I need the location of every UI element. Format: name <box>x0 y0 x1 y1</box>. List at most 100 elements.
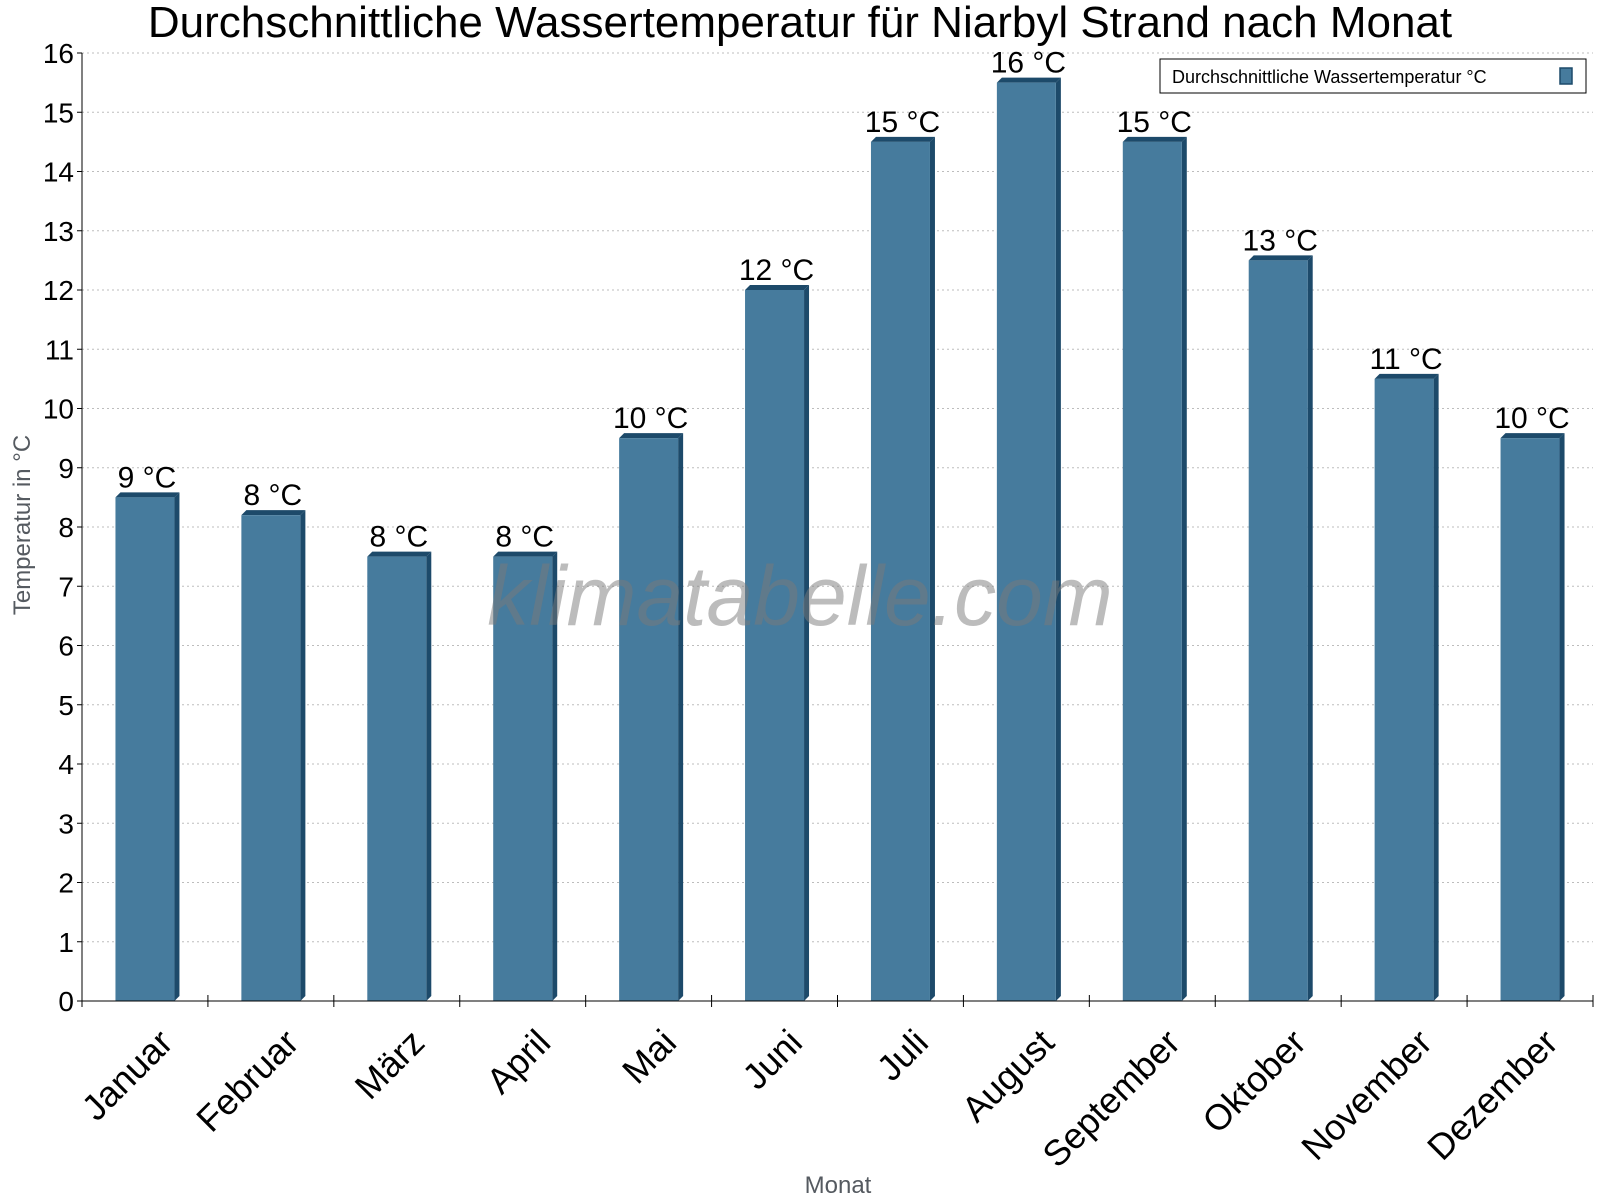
bar <box>745 285 810 1001</box>
bar <box>1374 373 1439 1001</box>
y-tick-label: 11 <box>45 334 74 365</box>
grid-lines <box>82 52 1593 943</box>
bar-top-face <box>1248 255 1313 261</box>
bar-front-face <box>1122 141 1182 1001</box>
bar <box>870 136 935 1001</box>
x-axis-title: Monat <box>805 1172 872 1199</box>
bar-front-face <box>493 556 553 1001</box>
data-label: 15 °C <box>1117 106 1192 139</box>
y-tick-label: 4 <box>58 749 74 780</box>
bar-top-face <box>1500 433 1565 439</box>
y-tick-label: 9 <box>58 453 74 484</box>
x-tick-label: November <box>1293 1021 1439 1167</box>
bar-side-face <box>678 433 684 1001</box>
y-tick-label: 5 <box>58 690 74 721</box>
bar <box>619 433 684 1001</box>
y-tick-label: 0 <box>58 986 74 1017</box>
legend-label: Durchschnittliche Wassertemperatur °C <box>1172 67 1487 87</box>
y-tick-label: 14 <box>43 157 74 188</box>
bar-front-face <box>241 515 301 1001</box>
bar-front-face <box>996 82 1056 1001</box>
x-tick-label: April <box>478 1021 558 1101</box>
bar-side-face <box>1433 373 1439 1001</box>
bars <box>115 77 1565 1001</box>
axes <box>77 52 1594 1007</box>
data-label: 8 °C <box>495 521 554 554</box>
data-label: 12 °C <box>739 254 814 287</box>
legend-swatch <box>1559 67 1573 85</box>
x-tick-labels: Januar Februar März April Mai Juni Juli AugustS… <box>74 1021 1566 1175</box>
bar-top-face <box>619 433 684 439</box>
y-tick-label: 8 <box>58 512 74 543</box>
bar-front-face <box>115 497 175 1001</box>
bar-top-face <box>1122 136 1187 142</box>
y-tick-label: 2 <box>58 868 74 899</box>
data-label: 10 °C <box>613 402 688 435</box>
bar-side-face <box>174 492 180 1001</box>
y-tick-label: 15 <box>43 97 74 128</box>
bar <box>996 77 1061 1001</box>
bar-side-face <box>804 285 810 1001</box>
bar-side-face <box>1307 255 1313 1001</box>
bar <box>115 492 180 1001</box>
y-tick-label: 7 <box>58 571 74 602</box>
y-tick-label: 10 <box>43 394 74 425</box>
data-label: 8 °C <box>244 479 303 512</box>
bar-front-face <box>1500 438 1560 1001</box>
x-tick-label: Januar <box>74 1021 181 1128</box>
bar-top-face <box>241 510 306 516</box>
legend: Durchschnittliche Wassertemperatur °C <box>1159 58 1587 94</box>
bar-side-face <box>1181 136 1187 1001</box>
bar <box>493 551 558 1001</box>
y-tick-label: 16 <box>43 38 74 69</box>
bar <box>1248 255 1313 1001</box>
data-label: 15 °C <box>865 106 940 139</box>
y-tick-label: 1 <box>58 927 74 958</box>
bar-top-face <box>367 551 432 557</box>
bar-top-face <box>745 285 810 290</box>
bar <box>241 510 306 1001</box>
x-tick-label: Dezember <box>1419 1021 1565 1167</box>
bar-side-face <box>552 551 558 1001</box>
bar <box>1500 433 1565 1001</box>
x-tick-label: Februar <box>188 1021 306 1139</box>
bar-top-face <box>493 551 558 557</box>
bar-front-face <box>745 290 805 1001</box>
y-tick-label: 3 <box>58 808 74 839</box>
bar-side-face <box>929 136 935 1001</box>
bar-front-face <box>870 141 930 1001</box>
bar-side-face <box>426 551 432 1001</box>
bar-top-face <box>996 77 1061 83</box>
bar-front-face <box>1248 260 1308 1001</box>
y-axis-title: Temperatur in °C <box>9 435 36 615</box>
watermark: klimatabelle.com <box>487 549 1113 643</box>
x-tick-label: September <box>1034 1021 1188 1175</box>
y-tick-label: 12 <box>43 275 74 306</box>
data-label: 13 °C <box>1243 224 1318 257</box>
data-label: 16 °C <box>991 47 1066 80</box>
x-tick-label: Juni <box>734 1021 810 1097</box>
x-tick-label: Mai <box>614 1021 684 1091</box>
bar-front-face <box>1374 378 1434 1001</box>
x-tick-label: Juli <box>869 1021 936 1088</box>
data-labels: 9 °C 8 °C 8 °C 8 °C 10 °C 12 °C 15 °C 16 °C 15 °… <box>118 47 1570 554</box>
data-label: 9 °C <box>118 461 177 494</box>
bar-side-face <box>1559 433 1565 1001</box>
x-tick-label: August <box>954 1021 1062 1129</box>
bar-side-face <box>300 510 306 1001</box>
bar-side-face <box>1055 77 1061 1001</box>
bar-top-face <box>870 136 935 142</box>
x-tick-label: März <box>347 1021 433 1107</box>
bar-front-face <box>367 556 427 1001</box>
y-tick-label: 13 <box>43 216 74 247</box>
bar <box>1122 136 1187 1001</box>
bar <box>367 551 432 1001</box>
data-label: 8 °C <box>369 521 428 554</box>
chart-title: Durchschnittliche Wassertemperatur für N… <box>148 0 1452 47</box>
bar-front-face <box>619 438 679 1001</box>
data-label: 11 °C <box>1370 343 1443 376</box>
data-label: 10 °C <box>1494 402 1569 435</box>
x-tick-label: Oktober <box>1194 1021 1314 1141</box>
